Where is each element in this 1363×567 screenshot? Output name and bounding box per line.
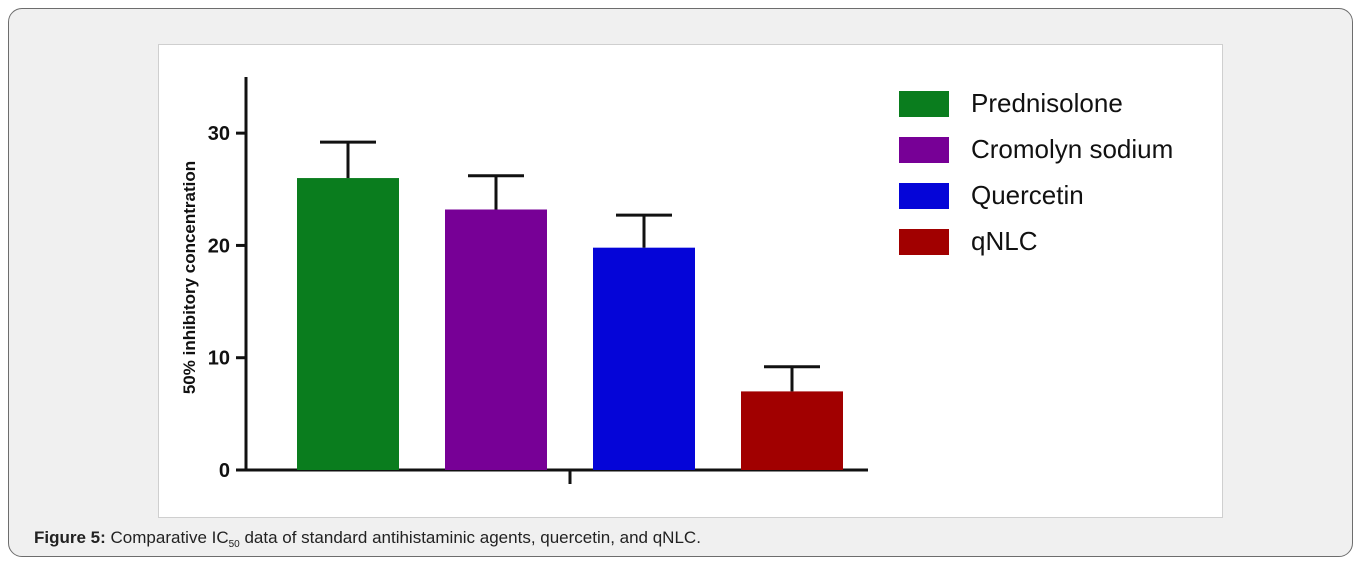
caption-subscript: 50 — [228, 539, 240, 550]
legend-swatch — [899, 229, 949, 255]
bar-chart: 0 10 20 30 50% inhibitory concentration Predn… — [180, 77, 1173, 484]
figure-frame: 0 10 20 30 50% inhibitory concentration Predn… — [8, 8, 1353, 557]
legend-label: qNLC — [971, 226, 1037, 256]
legend-swatch — [899, 183, 949, 209]
caption-text-after: data of standard antihistaminic agents, … — [239, 528, 701, 547]
legend-swatch — [899, 137, 949, 163]
y-tick-label: 10 — [208, 348, 230, 370]
legend-swatch — [899, 91, 949, 117]
chart-panel: 0 10 20 30 50% inhibitory concentration Predn… — [158, 44, 1223, 518]
y-tick-label: 30 — [208, 123, 230, 145]
bar-prednisolone — [297, 178, 399, 471]
y-tick-label: 20 — [208, 235, 230, 257]
bar-cromolyn-sodium — [445, 209, 547, 471]
figure-caption: Figure 5: Comparative IC50 data of stand… — [34, 528, 701, 550]
caption-label: Figure 5: — [34, 528, 106, 547]
y-tick-label: 0 — [219, 460, 230, 482]
legend-label: Cromolyn sodium — [971, 134, 1173, 164]
legend-label: Prednisolone — [971, 88, 1123, 118]
caption-text-before: Comparative IC — [105, 528, 229, 547]
bar-quercetin — [593, 247, 695, 470]
legend-label: Quercetin — [971, 180, 1084, 210]
y-axis-title: 50% inhibitory concentration — [180, 161, 199, 394]
bar-qnlc — [741, 391, 843, 470]
